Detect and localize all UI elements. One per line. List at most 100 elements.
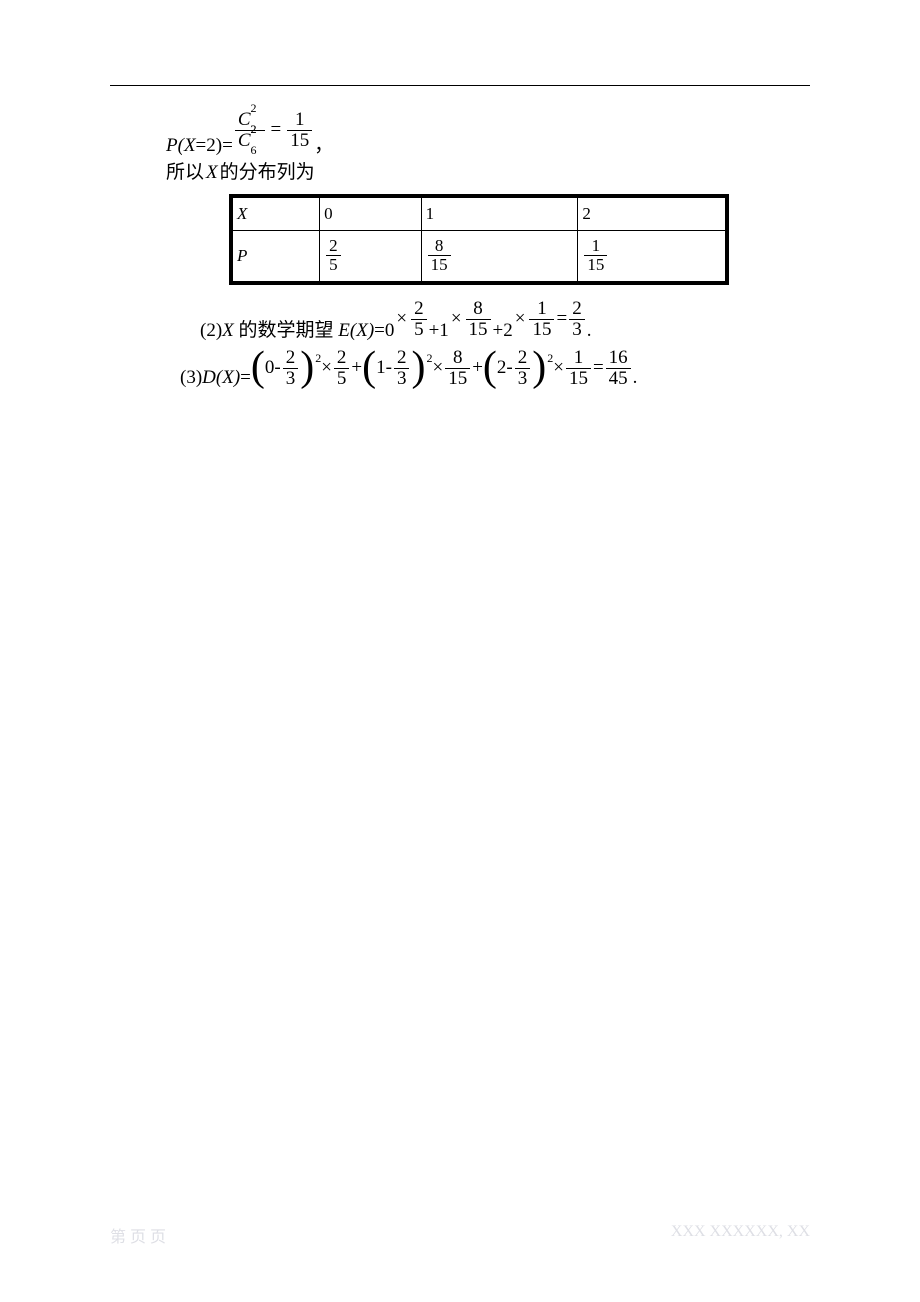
g2-lparen: ( bbox=[483, 351, 497, 385]
ex-paren: (X) bbox=[350, 320, 374, 341]
px2-rhs-num: 1 bbox=[292, 110, 308, 130]
ex-res-num: 2 bbox=[569, 299, 585, 319]
g1-bnum: 2 bbox=[394, 348, 410, 368]
g0-cfrac: 2 5 bbox=[334, 348, 350, 389]
g2-times: × bbox=[553, 358, 564, 379]
ex-result-frac: 2 3 bbox=[569, 299, 585, 340]
dx-num: (3) bbox=[180, 367, 202, 388]
dist-intro-post: 的分布列为 bbox=[220, 163, 315, 184]
g0-times: × bbox=[321, 358, 332, 379]
g2-minus: - bbox=[506, 358, 512, 379]
ex-t1-num: 8 bbox=[470, 299, 486, 319]
g2-cden: 15 bbox=[566, 369, 591, 389]
g1-bfrac: 2 3 bbox=[394, 348, 410, 389]
g1-cnum: 8 bbox=[450, 348, 466, 368]
g0-sq: 2 bbox=[314, 352, 321, 375]
ex-t2-frac: 1 15 bbox=[529, 299, 554, 340]
prob1-num: 8 bbox=[432, 237, 447, 255]
ex-E: E bbox=[338, 320, 350, 341]
px2-eq: = bbox=[271, 120, 282, 141]
distribution-table-wrap: X 0 1 2 P 2 5 8 15 bbox=[229, 194, 729, 285]
dx-D: D bbox=[202, 367, 216, 388]
comb-bot-sub: 6 bbox=[251, 144, 257, 157]
p-eqval: =2)= bbox=[196, 135, 233, 156]
equation-px2: P(X=2)= C 2 2 C 2 6 = 1 15 bbox=[166, 110, 810, 157]
page: P(X=2)= C 2 2 C 2 6 = 1 15 bbox=[0, 0, 920, 1302]
prob2-num: 1 bbox=[589, 237, 604, 255]
g1-minus: - bbox=[386, 358, 392, 379]
g0-a: 0 bbox=[265, 358, 275, 379]
px2-rhs: 1 15 bbox=[287, 110, 312, 151]
g2-bden: 3 bbox=[515, 369, 531, 389]
comb-top-sym: C 2 2 bbox=[238, 110, 251, 130]
table-row-probs: P 2 5 8 15 1 bbox=[231, 230, 727, 283]
p-var: X bbox=[184, 135, 196, 156]
g0-cden: 5 bbox=[334, 369, 350, 389]
g2-bfrac: 2 3 bbox=[515, 348, 531, 389]
ex-t1-den: 15 bbox=[466, 320, 491, 340]
page-footer: 第 页 页 XXX XXXXXX, XX bbox=[110, 1223, 810, 1247]
dist-intro: 所以 X 的分布列为 bbox=[166, 163, 810, 184]
comb-bot-sup: 2 bbox=[251, 123, 257, 136]
g2-cnum: 1 bbox=[571, 348, 587, 368]
ex-label: (2)X 的数学期望 E(X)=0 bbox=[200, 321, 394, 342]
prob0-frac: 2 5 bbox=[326, 237, 341, 274]
expectation-line: (2)X 的数学期望 E(X)=0 × 2 5 +1 × 8 15 +2 × 1… bbox=[200, 299, 810, 342]
prob0-num: 2 bbox=[326, 237, 341, 255]
table-prob-2: 1 15 bbox=[578, 230, 727, 283]
g1-cden: 15 bbox=[445, 369, 470, 389]
ex-eq0: =0 bbox=[374, 320, 394, 341]
ex-var: X bbox=[222, 320, 234, 341]
comb-top-sup: 2 bbox=[251, 102, 257, 115]
plus-12: + bbox=[472, 358, 483, 379]
g0-bnum: 2 bbox=[283, 348, 299, 368]
comb-bot-C: C bbox=[238, 130, 251, 151]
ex-t0-num: 2 bbox=[411, 299, 427, 319]
g1-a: 1 bbox=[376, 358, 386, 379]
dx-result: 16 45 bbox=[606, 348, 631, 389]
dist-intro-pre: 所以 bbox=[166, 163, 204, 184]
footer-left: 第 页 页 bbox=[110, 1223, 166, 1247]
g0-minus: - bbox=[274, 358, 280, 379]
ex-text: 的数学期望 bbox=[234, 320, 339, 341]
dx-label: (3)D(X)= bbox=[180, 368, 251, 389]
ex-t2-num: 1 bbox=[534, 299, 550, 319]
top-rule bbox=[110, 85, 810, 86]
prob1-den: 15 bbox=[428, 256, 451, 274]
g0-rparen: ) bbox=[300, 351, 314, 385]
g2-sq: 2 bbox=[546, 352, 553, 375]
footer-right: XXX XXXXXX, XX bbox=[671, 1223, 810, 1247]
table-prob-1: 8 15 bbox=[421, 230, 578, 283]
px2-rhs-den: 15 bbox=[287, 131, 312, 151]
table-val-1: 1 bbox=[421, 196, 578, 231]
comb-bot-sym: C 2 6 bbox=[238, 131, 251, 151]
table-prob-0: 2 5 bbox=[320, 230, 421, 283]
dist-intro-var: X bbox=[206, 163, 218, 184]
prob2-den: 15 bbox=[584, 256, 607, 274]
ex-t2-suf: = bbox=[556, 309, 567, 330]
ex-t0-frac: 2 5 bbox=[411, 299, 427, 340]
px2-prefix: P(X=2)= bbox=[166, 136, 233, 157]
p-open: P( bbox=[166, 135, 184, 156]
table-header-X: X bbox=[231, 196, 320, 231]
plus-01: + bbox=[351, 358, 362, 379]
ex-t2-den: 15 bbox=[529, 320, 554, 340]
comb-top-C: C bbox=[238, 109, 251, 130]
g0-lparen: ( bbox=[251, 351, 265, 385]
px2-comma: ， bbox=[314, 136, 333, 157]
dx-res-num: 16 bbox=[606, 348, 631, 368]
g1-cfrac: 8 15 bbox=[445, 348, 470, 389]
ex-t1-times: × bbox=[451, 309, 462, 330]
g2-cfrac: 1 15 bbox=[566, 348, 591, 389]
dx-dot: . bbox=[633, 368, 638, 389]
distribution-table: X 0 1 2 P 2 5 8 15 bbox=[229, 194, 729, 285]
g2-rparen: ) bbox=[532, 351, 546, 385]
table-row-values: X 0 1 2 bbox=[231, 196, 727, 231]
ex-t0-suf: +1 bbox=[429, 321, 449, 342]
g0-bfrac: 2 3 bbox=[283, 348, 299, 389]
dx-eq: = bbox=[240, 367, 251, 388]
g1-bden: 3 bbox=[394, 369, 410, 389]
ex-t0-times: × bbox=[396, 309, 407, 330]
ex-t1-frac: 8 15 bbox=[466, 299, 491, 340]
ex-t2-times: × bbox=[515, 309, 526, 330]
